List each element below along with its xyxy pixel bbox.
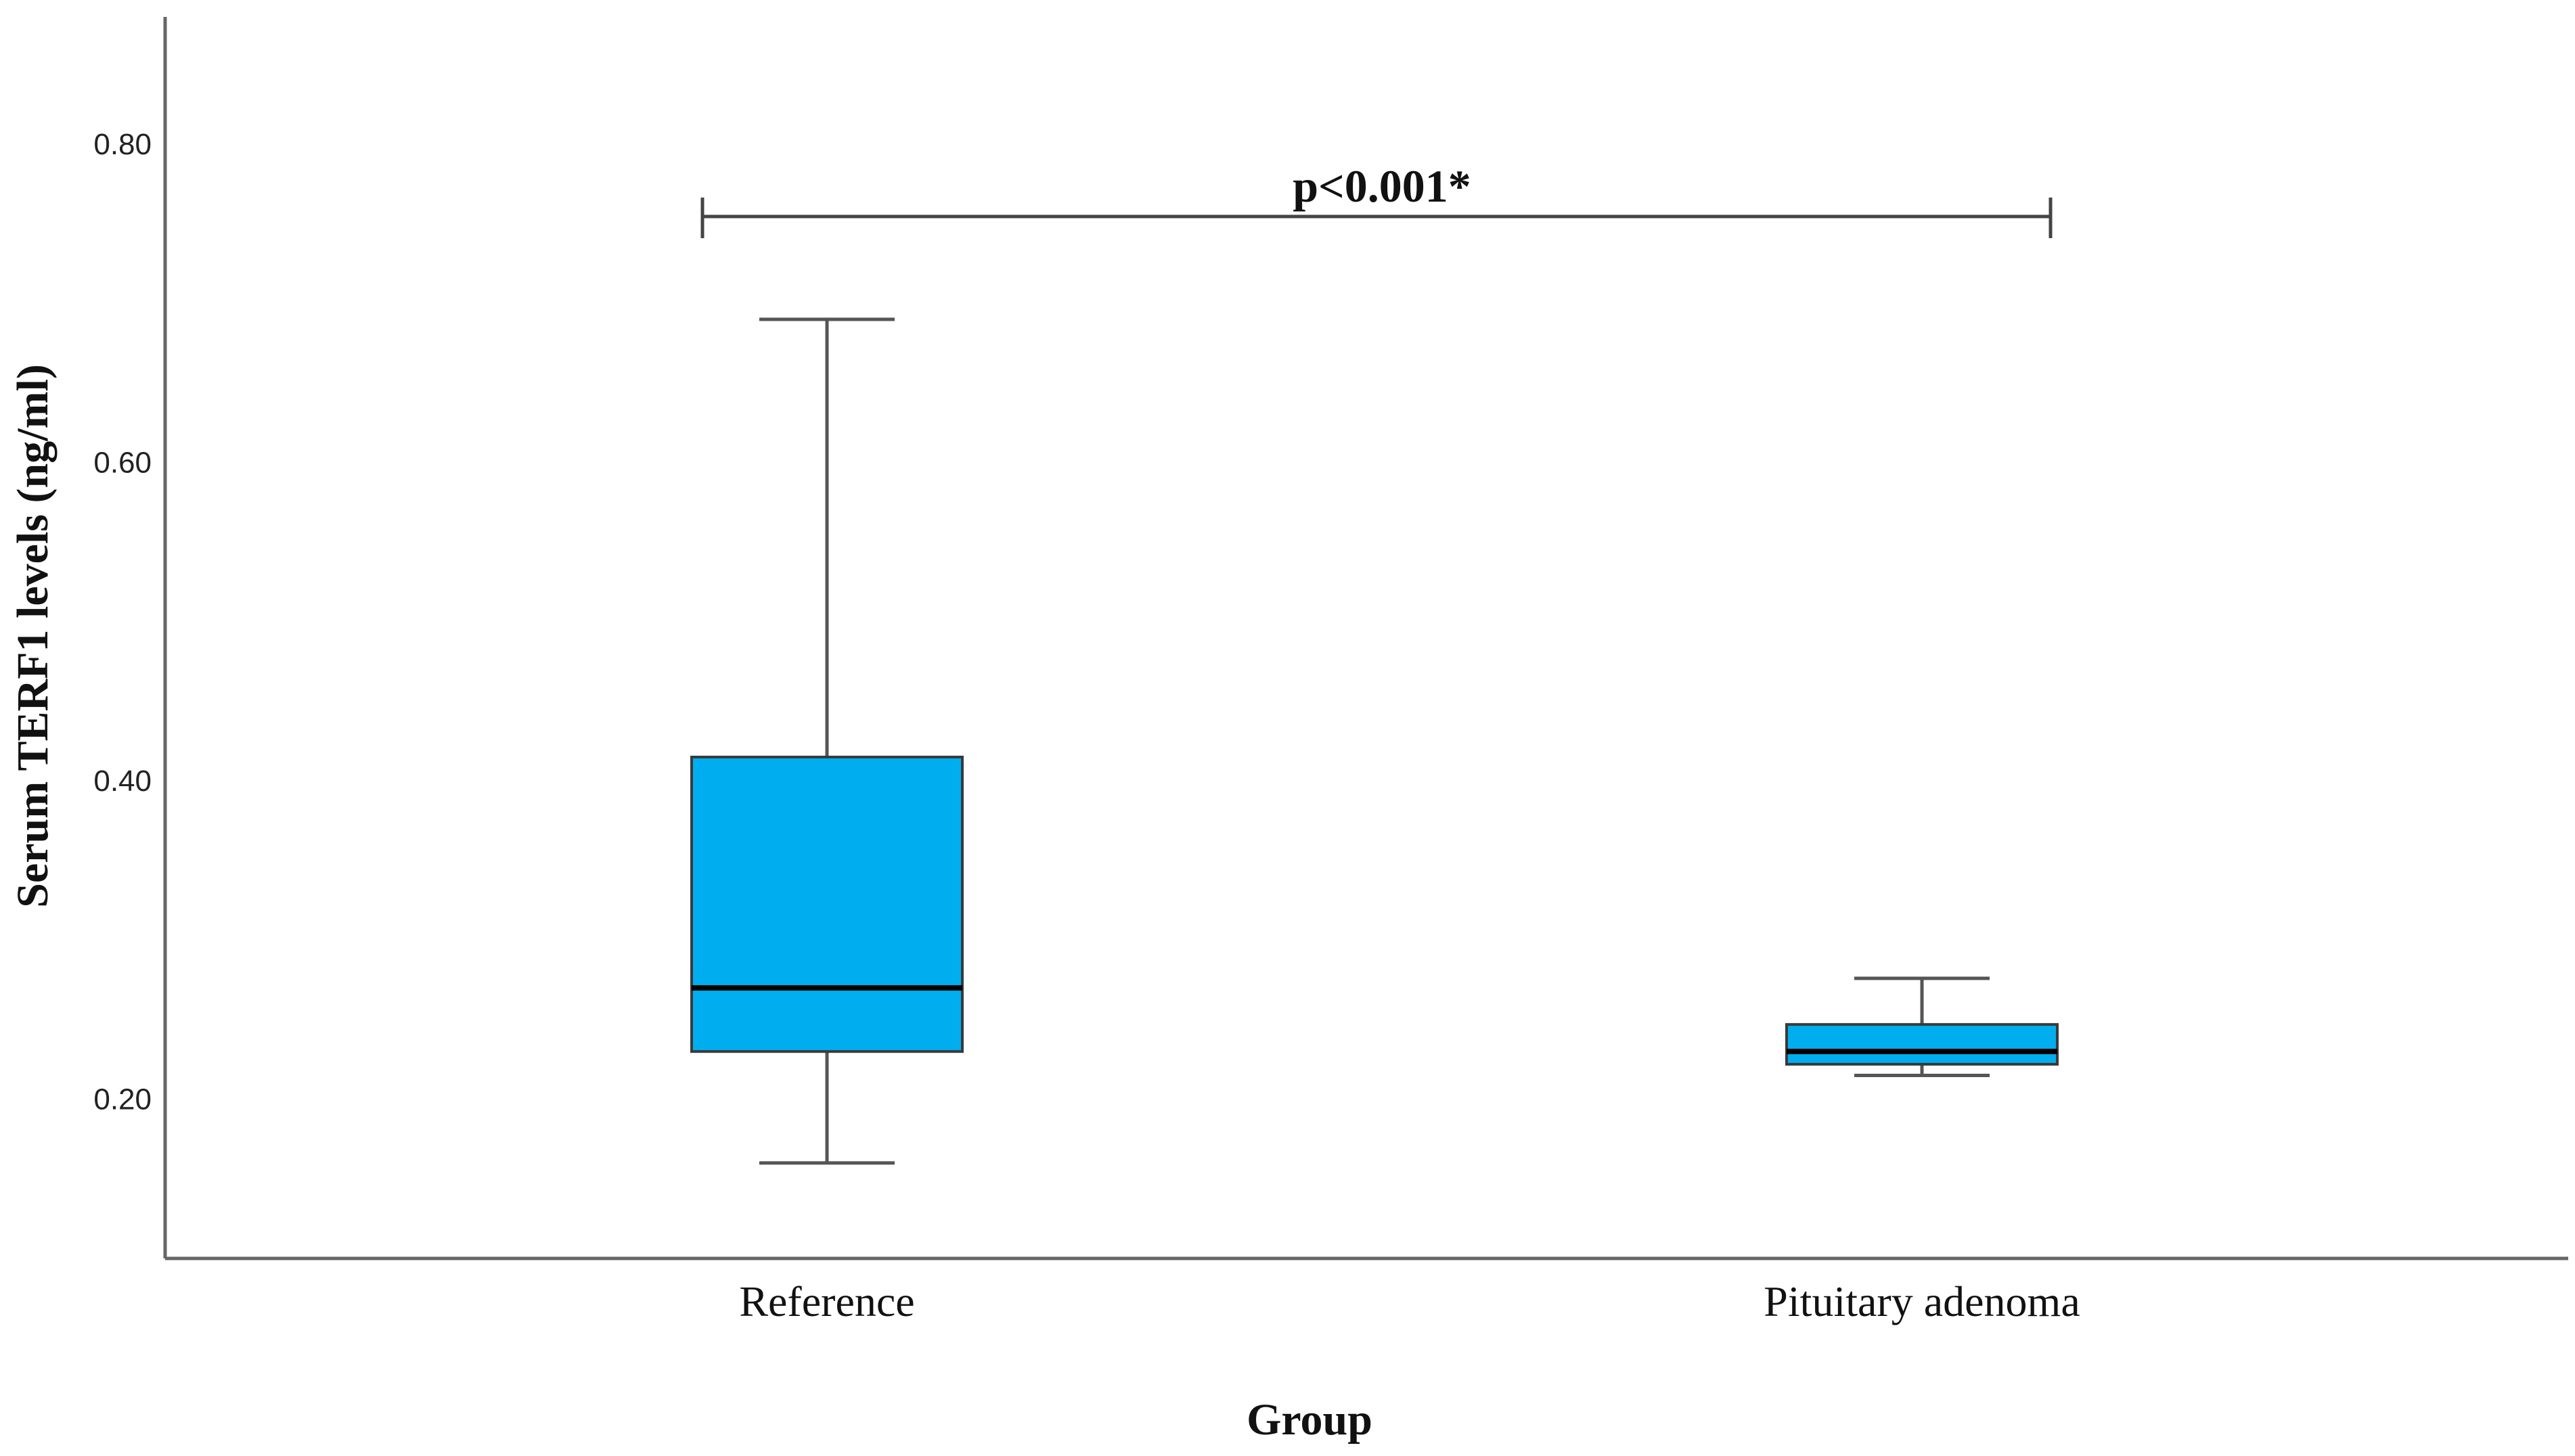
y-axis-title: Serum TERF1 levels (ng/ml): [8, 364, 58, 908]
x-axis-title: Group: [1247, 1395, 1372, 1444]
axes: [163, 17, 2568, 1260]
y-tick-label: 0.80: [93, 128, 152, 161]
iqr-box: [1785, 1023, 2059, 1066]
box-group: [1785, 976, 2059, 1077]
y-tick-label: 0.60: [93, 447, 152, 480]
box-group: [690, 317, 964, 1165]
iqr-box: [690, 755, 964, 1053]
x-category-label: Reference: [739, 1277, 914, 1325]
boxes: [690, 317, 2059, 1165]
significance-annotation: p<0.001*: [700, 160, 2053, 238]
category-labels: Reference Pituitary adenoma: [739, 1277, 2080, 1325]
y-tick-label: 0.40: [93, 765, 152, 798]
y-tick-label: 0.20: [93, 1083, 152, 1116]
y-tick-labels: 0.20 0.40 0.60 0.80: [93, 128, 152, 1116]
x-category-label: Pituitary adenoma: [1764, 1277, 2080, 1325]
p-value-label: p<0.001*: [1293, 160, 1471, 212]
